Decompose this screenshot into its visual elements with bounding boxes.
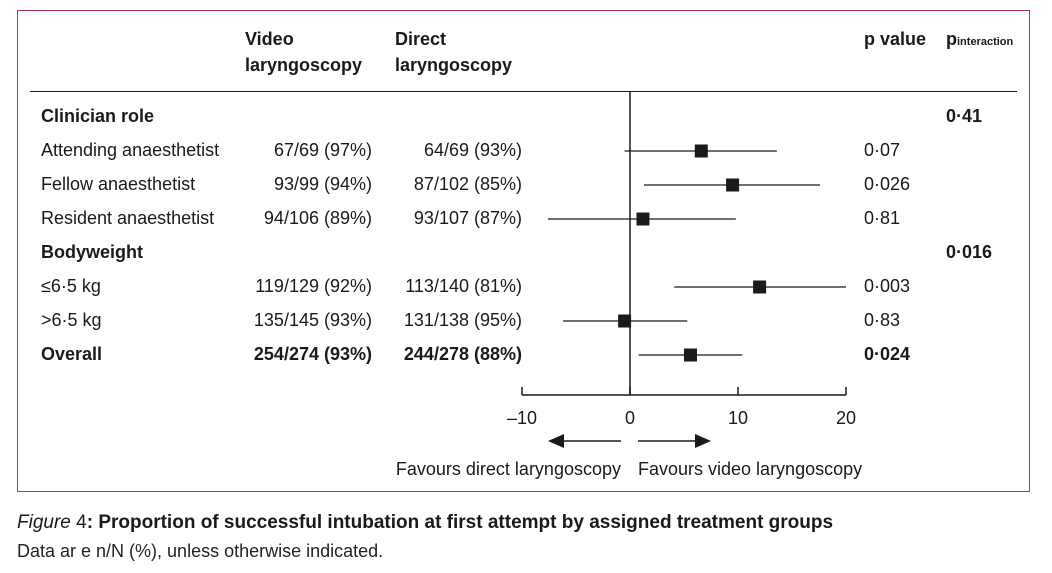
figure-word: Figure bbox=[17, 512, 71, 533]
row-label: Clinician role bbox=[41, 106, 155, 126]
x-axis-tick-label: 20 bbox=[836, 408, 856, 428]
row-direct-value: 93/107 (87%) bbox=[413, 208, 522, 228]
row-video-value: 67/69 (97%) bbox=[273, 140, 372, 160]
point-estimate bbox=[683, 348, 697, 362]
header-video-line2: laryngoscopy bbox=[245, 55, 363, 75]
row-label: Attending anaesthetist bbox=[41, 140, 220, 160]
point-estimate bbox=[694, 144, 708, 158]
point-estimate bbox=[753, 280, 767, 294]
header-pinteraction: pinteraction bbox=[946, 27, 1013, 54]
figure-number: 4 bbox=[70, 512, 87, 533]
row-label: Fellow anaesthetist bbox=[41, 174, 196, 194]
x-axis-tick-label: 10 bbox=[728, 408, 748, 428]
favours-left-arrow-icon bbox=[548, 434, 564, 448]
header-pinteraction-sub: interaction bbox=[957, 36, 1014, 48]
row-video-value: 135/145 (93%) bbox=[253, 310, 372, 330]
row-direct-value: 87/102 (85%) bbox=[413, 174, 522, 194]
header-video-line1: Video bbox=[245, 29, 294, 49]
row-label: Bodyweight bbox=[41, 242, 143, 262]
point-estimate bbox=[636, 212, 650, 226]
row-label: Resident anaesthetist bbox=[41, 208, 215, 228]
row-label: Overall bbox=[41, 344, 103, 364]
row-direct-value: 113/140 (81%) bbox=[405, 276, 522, 296]
row-pvalue: 0·81 bbox=[864, 208, 901, 228]
row-label: >6·5 kg bbox=[41, 310, 102, 330]
favours-left-label: Favours direct laryngoscopy bbox=[396, 459, 621, 479]
favours-right-arrow-icon bbox=[695, 434, 711, 448]
x-axis-tick-label: 0 bbox=[625, 408, 635, 428]
row-pvalue: 0·07 bbox=[864, 140, 901, 160]
figure-frame bbox=[17, 10, 1030, 492]
row-pvalue: 0·026 bbox=[864, 174, 911, 194]
x-axis-tick-label: –10 bbox=[507, 408, 537, 428]
row-video-value: 119/129 (92%) bbox=[255, 276, 372, 296]
row-pinteraction: 0·41 bbox=[946, 106, 983, 126]
header-pvalue: p value bbox=[864, 29, 927, 49]
row-direct-value: 244/278 (88%) bbox=[403, 344, 522, 364]
row-video-value: 94/106 (89%) bbox=[263, 208, 372, 228]
caption-title-text: : Proportion of successful intubation at… bbox=[86, 512, 834, 533]
row-label: ≤6·5 kg bbox=[41, 276, 101, 296]
point-estimate bbox=[726, 178, 740, 192]
row-video-value: 93/99 (94%) bbox=[273, 174, 372, 194]
header-direct-line1: Direct bbox=[395, 29, 447, 49]
row-direct-value: 64/69 (93%) bbox=[423, 140, 522, 160]
header-rule bbox=[30, 91, 1017, 92]
point-estimate bbox=[618, 314, 632, 328]
row-video-value: 254/274 (93%) bbox=[253, 344, 372, 364]
row-pvalue: 0·003 bbox=[864, 276, 911, 296]
favours-right-label: Favours video laryngoscopy bbox=[638, 459, 862, 479]
row-pvalue: 0·83 bbox=[864, 310, 901, 330]
row-pinteraction: 0·016 bbox=[946, 242, 993, 262]
row-direct-value: 131/138 (95%) bbox=[403, 310, 522, 330]
figure-caption-note: Data ar e n/N (%), unless otherwise indi… bbox=[17, 541, 384, 561]
row-pvalue: 0·024 bbox=[864, 344, 911, 364]
header-direct-line2: laryngoscopy bbox=[395, 55, 513, 75]
header-pinteraction-main: p bbox=[946, 29, 957, 49]
figure-caption-title: Figure 4: Proportion of successful intub… bbox=[17, 512, 833, 534]
